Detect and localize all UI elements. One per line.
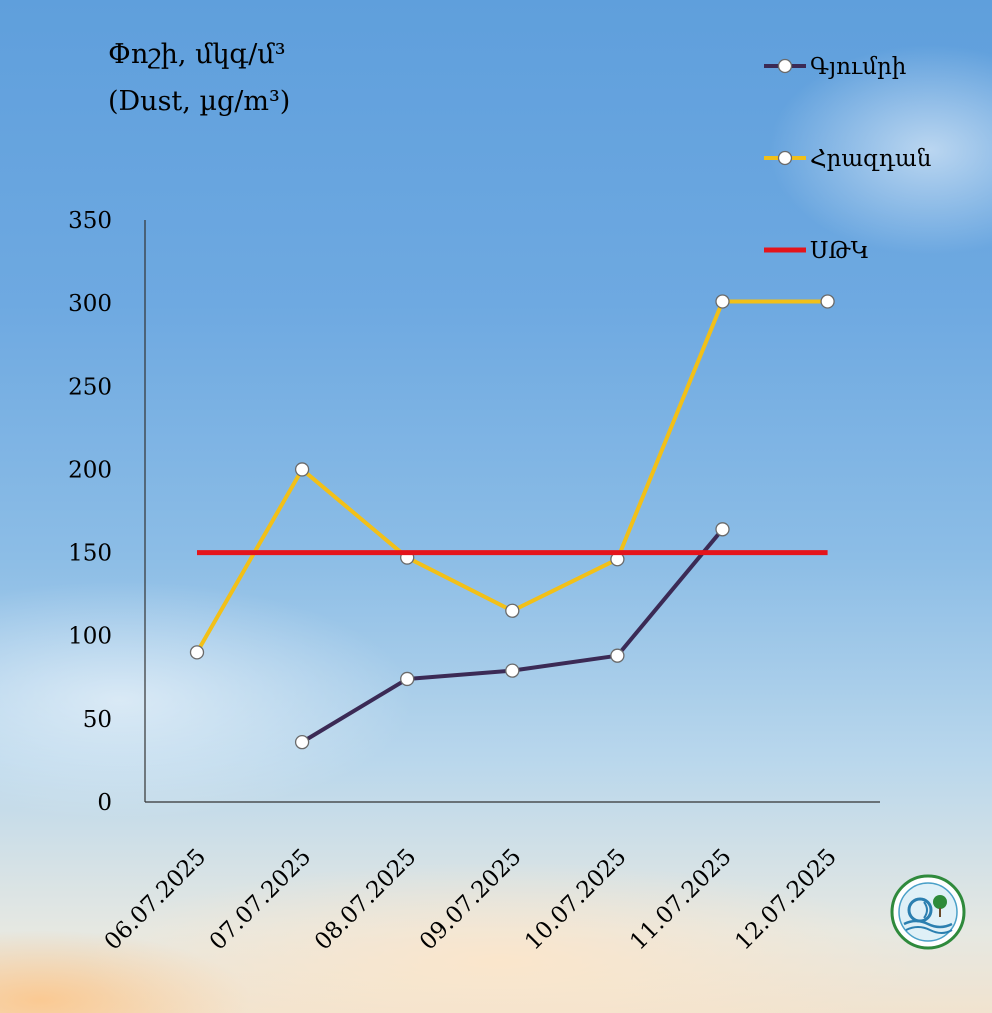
- legend-label: ՍԹԿ: [810, 238, 869, 264]
- series-line: [301, 528, 725, 744]
- data-point: [189, 645, 205, 660]
- data-point: [715, 294, 730, 309]
- y-tick-label: 50: [83, 707, 112, 733]
- series-line: [195, 299, 828, 654]
- x-tick-label: 09.07.2025: [415, 844, 527, 956]
- chart-subtitle: (Dust, µg/m³): [108, 86, 290, 117]
- y-tick-label: 350: [68, 208, 112, 234]
- data-point: [294, 734, 310, 750]
- y-tick-label: 300: [68, 291, 112, 317]
- x-tick-label: 06.07.2025: [100, 844, 212, 956]
- legend: Գյումրի Հրազդան ՍԹԿ: [764, 54, 931, 264]
- series-layer: [189, 294, 835, 750]
- legend-entry: Հրազդան: [764, 146, 931, 172]
- x-tick-label: 07.07.2025: [205, 844, 317, 956]
- y-tick-label: 150: [68, 541, 112, 567]
- y-tick-label: 100: [68, 624, 112, 650]
- data-point: [715, 522, 730, 537]
- legend-marker: [777, 150, 793, 166]
- y-tick-label: 250: [68, 374, 112, 400]
- x-tick-labels: 06.07.202507.07.202508.07.202509.07.2025…: [100, 844, 842, 956]
- data-point: [294, 462, 310, 477]
- y-tick-labels: 0 50 100 150 200 250 300 350: [68, 208, 112, 816]
- data-point: [505, 603, 520, 618]
- data-point: [400, 671, 415, 687]
- x-tick-label: 11.07.2025: [625, 844, 737, 956]
- legend-marker: [777, 58, 793, 74]
- data-point: [820, 294, 835, 309]
- y-tick-label: 0: [97, 790, 112, 816]
- chart-title: Փոշի, մկգ/մ³: [108, 39, 286, 70]
- y-tick-label: 200: [68, 457, 112, 483]
- x-tick-label: 08.07.2025: [310, 844, 422, 956]
- logo-emblem-icon: [890, 874, 966, 950]
- x-tick-label: 10.07.2025: [520, 844, 632, 956]
- x-tick-label: 12.07.2025: [730, 844, 842, 956]
- legend-label: Գյումրի: [810, 54, 906, 80]
- legend-entry: Գյումրի: [764, 54, 906, 80]
- legend-label: Հրազդան: [810, 146, 931, 172]
- series-1: [189, 294, 835, 660]
- legend-entry: ՍԹԿ: [764, 238, 869, 264]
- data-point: [610, 648, 625, 663]
- series-0: [294, 522, 730, 750]
- data-point: [505, 663, 520, 678]
